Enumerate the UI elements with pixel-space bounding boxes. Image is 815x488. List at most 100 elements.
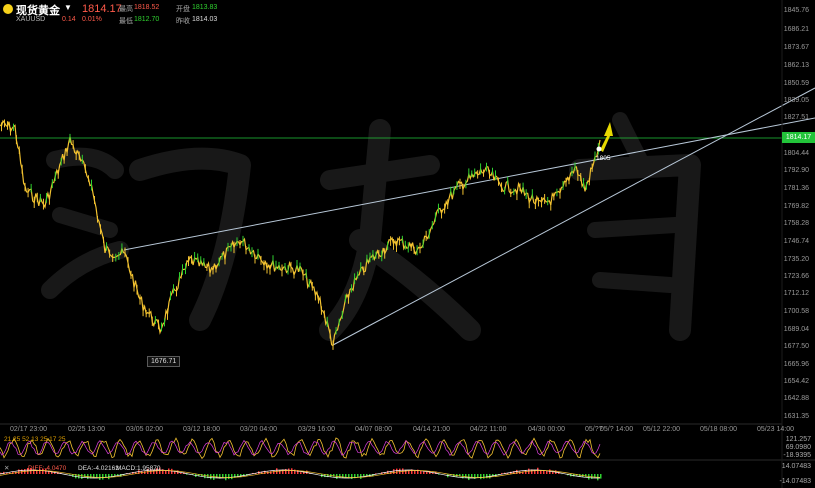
instrument-title[interactable]: 现货黄金 (16, 5, 60, 17)
macd-bar (573, 474, 575, 477)
y-tick: 1804.44 (783, 150, 809, 157)
macd-bar (237, 474, 239, 477)
current-price-tag: 1814.17 (782, 132, 815, 143)
y-tick: 1700.58 (783, 308, 809, 315)
macd-bar (363, 474, 365, 477)
x-tick: 05/12 22:00 (643, 426, 680, 433)
macd-bar (375, 473, 377, 474)
y-tick: 1642.88 (783, 395, 809, 402)
x-tick: 05/?? (585, 426, 603, 433)
macd-bar (120, 474, 122, 477)
macd-bar (105, 474, 107, 478)
y-tick: 1850.59 (783, 80, 809, 87)
macd-bar (288, 468, 290, 474)
macd-bar (198, 474, 200, 477)
y-tick: 1631.35 (783, 413, 809, 420)
macd-bar (51, 471, 53, 474)
prev-close-value: 1814.03 (192, 16, 218, 23)
x-tick: 02/25 13:00 (68, 426, 105, 433)
y-tick: 1827.51 (783, 114, 809, 121)
macd-bar (99, 474, 101, 480)
macd-bar (96, 474, 98, 479)
x-tick: 03/20 04:00 (240, 426, 277, 433)
high-label: 最高 (119, 6, 133, 13)
macd-bar (279, 470, 281, 474)
macd-bar (291, 468, 293, 474)
chevron-down-icon[interactable]: ▼ (64, 3, 72, 12)
macd-bar (135, 472, 137, 474)
y-tick: 1845.76 (783, 7, 809, 14)
macd-bar (93, 474, 95, 479)
macd-bar (117, 474, 119, 476)
macd-bar (234, 474, 236, 478)
macd-bar (417, 469, 419, 474)
macd-bar (84, 474, 86, 478)
prev-close-label: 昨收 (176, 18, 190, 25)
macd-bar (594, 474, 596, 478)
low-price-marker: 1676.71 (147, 356, 181, 367)
close-icon[interactable]: ✕ (4, 465, 10, 472)
macd-bar (39, 468, 41, 474)
macd-bar (264, 470, 266, 474)
x-tick: 04/07 08:00 (355, 426, 392, 433)
macd-bar (168, 468, 170, 474)
macd-bar (219, 474, 221, 479)
macd-bar (42, 468, 44, 474)
macd-bar (243, 474, 245, 476)
macd-bar (294, 469, 296, 474)
current-price: 1814.17 (82, 3, 122, 15)
y-tick: 1862.13 (783, 62, 809, 69)
instrument-symbol: XAUUSD (16, 16, 46, 23)
macd-bar (225, 474, 227, 481)
macd-bar (351, 474, 353, 479)
macd-bar (33, 469, 35, 474)
low-value: 1812.70 (134, 16, 160, 23)
macd-bar (297, 470, 299, 474)
y-tick: 1677.50 (783, 343, 809, 350)
macd-bar (465, 474, 467, 478)
macd-bar (483, 474, 485, 479)
price-change-pct: 0.01% (82, 16, 102, 23)
macd-bar (471, 474, 473, 478)
macd-bar (162, 469, 164, 474)
macd-bar (405, 469, 407, 474)
y-tick: 1792.90 (783, 167, 809, 174)
macd-bar (204, 474, 206, 479)
macd-bar (69, 474, 71, 475)
macd-bar (54, 471, 56, 474)
macd-bar (114, 474, 116, 476)
macd-bar (153, 469, 155, 474)
macd-bar (45, 469, 47, 474)
symbol-header[interactable]: 现货黄金 ▼ XAUUSD 1814.17 0.14 0.01% 最高 1818… (0, 0, 240, 26)
macd-bar (600, 474, 602, 479)
x-tick: 05/? 14:00 (600, 426, 634, 433)
macd-bar (408, 470, 410, 474)
up-arrow-icon (600, 122, 613, 152)
open-label: 开盘 (176, 6, 190, 13)
last-price-dot (596, 146, 602, 152)
macd-bar (387, 470, 389, 474)
candle-ticks (1, 119, 599, 350)
macd-bar (501, 472, 503, 474)
y-tick: 1686.21 (783, 26, 809, 33)
gold-coin-icon (3, 4, 13, 14)
macd-bar (0, 472, 2, 474)
macd-bar (192, 474, 194, 475)
macd-bar (327, 474, 329, 478)
macd-bar (261, 471, 263, 474)
macd-bar (72, 474, 74, 477)
macd-dif-label: DIFF:-4.0470 (28, 465, 67, 472)
macd-bar (138, 470, 140, 474)
macd-bar (360, 474, 362, 479)
macd-bar (255, 473, 257, 474)
macd-bar (510, 471, 512, 474)
macd-bar (300, 472, 302, 474)
macd-bar (486, 474, 488, 479)
macd-bar (273, 470, 275, 474)
high-value: 1818.52 (134, 4, 160, 11)
macd-bar (216, 474, 218, 478)
macd-bar (432, 472, 434, 474)
macd-bar (426, 471, 428, 474)
macd-bar (108, 474, 110, 480)
